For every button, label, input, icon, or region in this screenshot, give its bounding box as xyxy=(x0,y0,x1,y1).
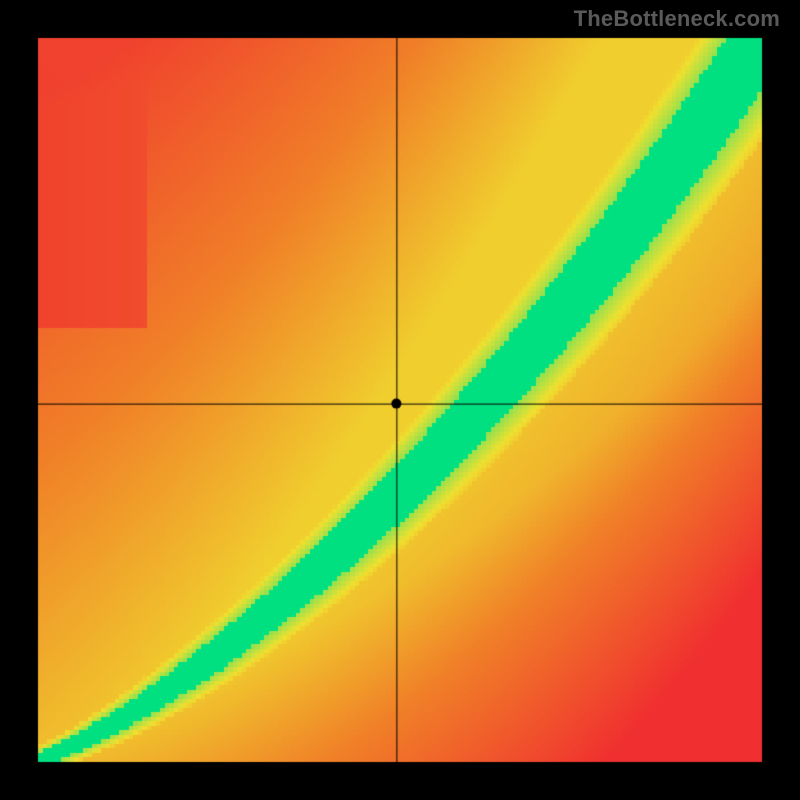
bottleneck-heatmap: TheBottleneck.com xyxy=(0,0,800,800)
heatmap-canvas xyxy=(0,0,800,800)
watermark-text: TheBottleneck.com xyxy=(574,6,780,32)
